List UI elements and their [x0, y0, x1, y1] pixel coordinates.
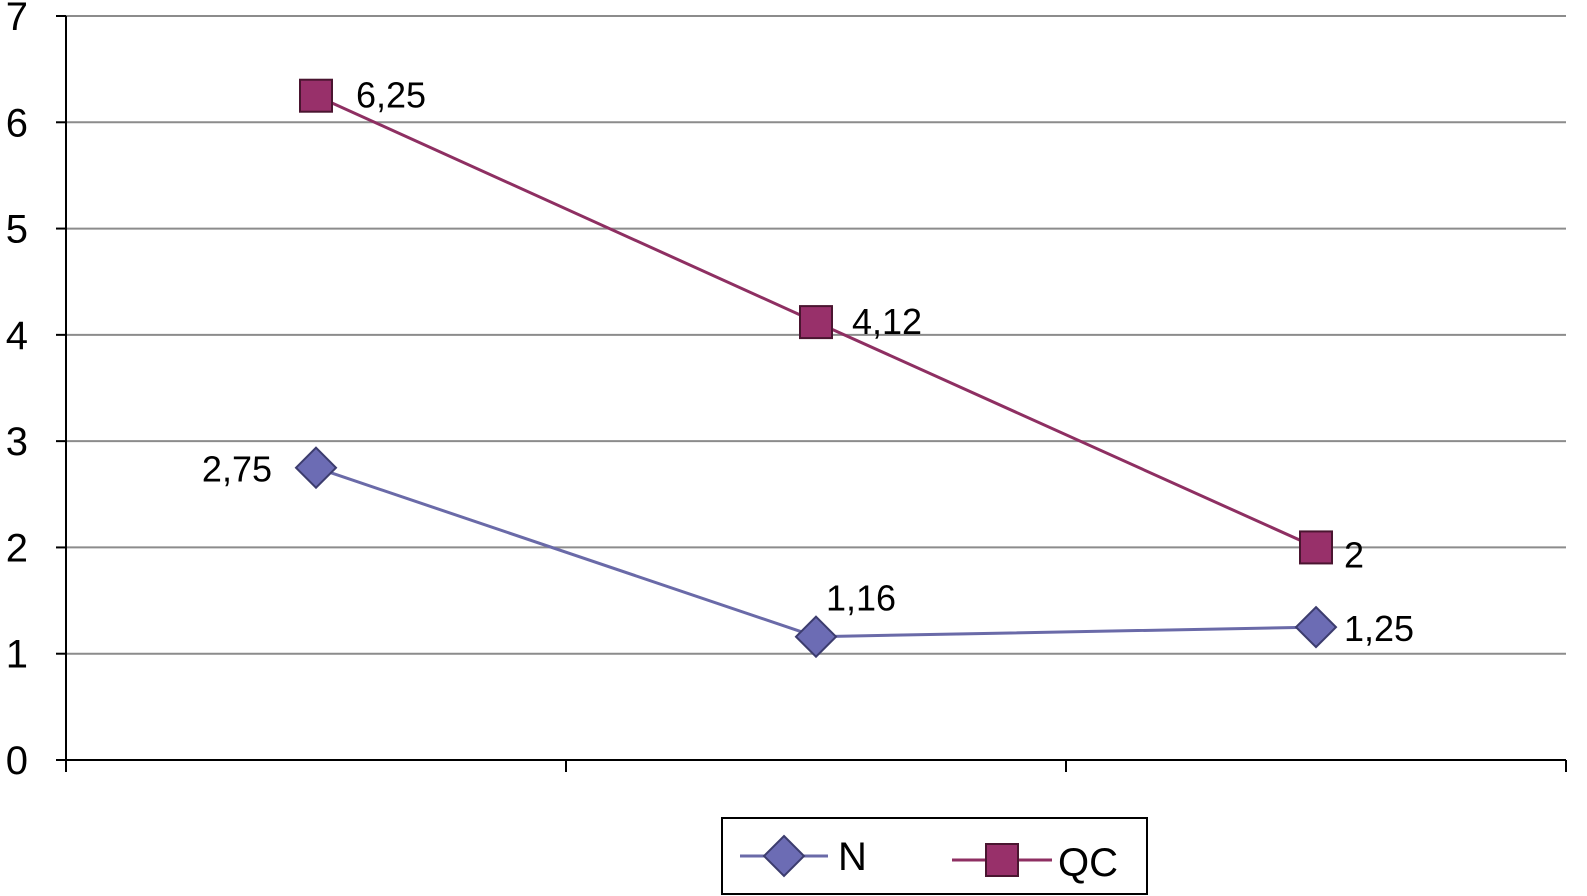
data-point-qc-1 [799, 305, 833, 340]
y-tick-label-0: 0 [6, 739, 28, 783]
data-point-n-1 [794, 615, 838, 659]
y-axis: 0 1 2 3 4 5 6 7 [6, 0, 67, 783]
legend-marker-n [762, 834, 806, 878]
data-label-qc-0: 6,25 [356, 75, 426, 116]
data-point-n-2 [1294, 605, 1338, 649]
data-label-qc-1: 4,12 [852, 301, 922, 342]
y-tick-label-3: 3 [6, 420, 28, 464]
legend-label-qc: QC [1058, 841, 1118, 885]
series-layer: 2,75 1,16 1,25 6,25 4,12 2 [202, 75, 1414, 659]
data-label-n-1: 1,16 [826, 578, 896, 619]
data-point-qc-2 [1299, 530, 1333, 565]
series-qc: 6,25 4,12 2 [299, 75, 1364, 575]
series-n: 2,75 1,16 1,25 [202, 446, 1414, 659]
legend-marker-qc [985, 843, 1019, 877]
y-tick-label-2: 2 [6, 526, 28, 570]
data-label-n-0: 2,75 [202, 449, 272, 490]
y-tick-label-7: 7 [6, 0, 28, 39]
series-line-n [315, 466, 1317, 639]
legend: N QC [721, 817, 1148, 895]
gridlines [66, 15, 1566, 655]
y-tick-label-5: 5 [6, 208, 28, 252]
y-tick-label-4: 4 [6, 314, 28, 358]
legend-label-n: N [838, 835, 867, 879]
y-tick-label-6: 6 [6, 101, 28, 145]
data-point-n-0 [294, 446, 338, 490]
data-point-qc-0 [299, 78, 333, 113]
data-label-n-2: 1,25 [1344, 608, 1414, 649]
data-label-qc-2: 2 [1344, 534, 1364, 575]
y-tick-label-1: 1 [6, 633, 28, 677]
x-axis [65, 759, 1567, 772]
